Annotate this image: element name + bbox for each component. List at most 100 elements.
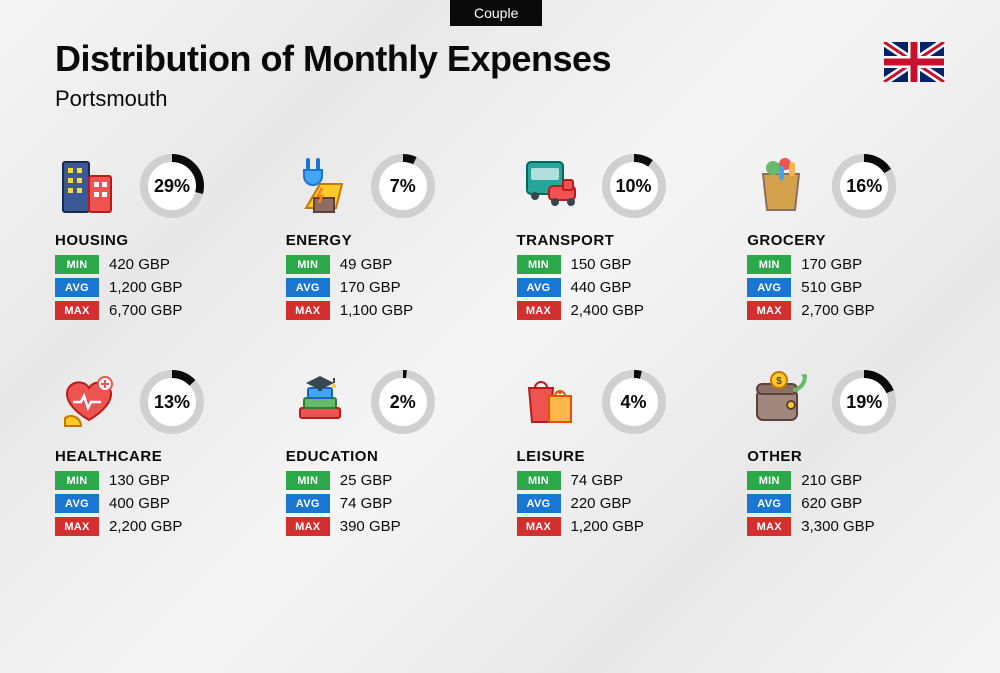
max-badge: MAX	[55, 301, 99, 320]
education-max-row: MAX 390 GBP	[286, 517, 499, 536]
avg-badge: AVG	[747, 278, 791, 297]
transport-min-row: MIN 150 GBP	[517, 255, 730, 274]
leisure-max-row: MAX 1,200 GBP	[517, 517, 730, 536]
other-label: OTHER	[747, 448, 960, 465]
transport-percent-text: 10%	[601, 153, 667, 219]
expense-card-healthcare: 13% HEALTHCARE MIN 130 GBP AVG 400 GBP M…	[55, 366, 268, 540]
education-min-value: 25 GBP	[340, 472, 393, 489]
transport-max-value: 2,400 GBP	[571, 302, 644, 319]
other-icon: $	[747, 368, 815, 436]
housing-percent-text: 29%	[139, 153, 205, 219]
avg-badge: AVG	[747, 494, 791, 513]
education-icon	[286, 368, 354, 436]
transport-avg-value: 440 GBP	[571, 279, 632, 296]
transport-min-value: 150 GBP	[571, 256, 632, 273]
energy-icon	[286, 152, 354, 220]
tab-couple: Couple	[450, 0, 542, 26]
expense-card-energy: 7% ENERGY MIN 49 GBP AVG 170 GBP MAX 1,1…	[286, 150, 499, 324]
other-avg-value: 620 GBP	[801, 495, 862, 512]
avg-badge: AVG	[55, 494, 99, 513]
grocery-label: GROCERY	[747, 232, 960, 249]
other-max-row: MAX 3,300 GBP	[747, 517, 960, 536]
other-max-value: 3,300 GBP	[801, 518, 874, 535]
svg-text:$: $	[776, 376, 782, 387]
healthcare-max-value: 2,200 GBP	[109, 518, 182, 535]
avg-badge: AVG	[517, 494, 561, 513]
healthcare-percent-text: 13%	[139, 369, 205, 435]
min-badge: MIN	[286, 471, 330, 490]
leisure-avg-row: AVG 220 GBP	[517, 494, 730, 513]
min-badge: MIN	[55, 471, 99, 490]
grocery-percent-ring: 16%	[831, 153, 897, 219]
other-min-value: 210 GBP	[801, 472, 862, 489]
max-badge: MAX	[517, 301, 561, 320]
healthcare-percent-ring: 13%	[139, 369, 205, 435]
page-title: Distribution of Monthly Expenses	[55, 38, 945, 80]
uk-flag-icon	[883, 42, 945, 82]
min-badge: MIN	[517, 471, 561, 490]
energy-percent-ring: 7%	[370, 153, 436, 219]
leisure-icon	[517, 368, 585, 436]
housing-max-value: 6,700 GBP	[109, 302, 182, 319]
healthcare-avg-row: AVG 400 GBP	[55, 494, 268, 513]
energy-max-row: MAX 1,100 GBP	[286, 301, 499, 320]
education-percent-ring: 2%	[370, 369, 436, 435]
leisure-min-value: 74 GBP	[571, 472, 624, 489]
leisure-max-value: 1,200 GBP	[571, 518, 644, 535]
education-max-value: 390 GBP	[340, 518, 401, 535]
energy-max-value: 1,100 GBP	[340, 302, 413, 319]
expense-card-other: $ 19% OTHER MIN 210 GBP AVG 620 GBP	[747, 366, 960, 540]
expense-card-leisure: 4% LEISURE MIN 74 GBP AVG 220 GBP MAX 1,…	[517, 366, 730, 540]
education-avg-row: AVG 74 GBP	[286, 494, 499, 513]
energy-min-row: MIN 49 GBP	[286, 255, 499, 274]
healthcare-min-row: MIN 130 GBP	[55, 471, 268, 490]
other-percent-ring: 19%	[831, 369, 897, 435]
max-badge: MAX	[747, 517, 791, 536]
grocery-avg-value: 510 GBP	[801, 279, 862, 296]
leisure-percent-text: 4%	[601, 369, 667, 435]
grocery-min-row: MIN 170 GBP	[747, 255, 960, 274]
transport-max-row: MAX 2,400 GBP	[517, 301, 730, 320]
transport-icon	[517, 152, 585, 220]
grocery-min-value: 170 GBP	[801, 256, 862, 273]
energy-percent-text: 7%	[370, 153, 436, 219]
healthcare-label: HEALTHCARE	[55, 448, 268, 465]
max-badge: MAX	[747, 301, 791, 320]
min-badge: MIN	[55, 255, 99, 274]
energy-min-value: 49 GBP	[340, 256, 393, 273]
other-percent-text: 19%	[831, 369, 897, 435]
max-badge: MAX	[55, 517, 99, 536]
min-badge: MIN	[747, 471, 791, 490]
expense-grid: 29% HOUSING MIN 420 GBP AVG 1,200 GBP MA…	[55, 150, 960, 540]
leisure-avg-value: 220 GBP	[571, 495, 632, 512]
avg-badge: AVG	[55, 278, 99, 297]
housing-min-row: MIN 420 GBP	[55, 255, 268, 274]
max-badge: MAX	[517, 517, 561, 536]
grocery-max-row: MAX 2,700 GBP	[747, 301, 960, 320]
grocery-icon	[747, 152, 815, 220]
education-avg-value: 74 GBP	[340, 495, 393, 512]
min-badge: MIN	[747, 255, 791, 274]
grocery-percent-text: 16%	[831, 153, 897, 219]
housing-avg-value: 1,200 GBP	[109, 279, 182, 296]
expense-card-grocery: 16% GROCERY MIN 170 GBP AVG 510 GBP MAX …	[747, 150, 960, 324]
housing-max-row: MAX 6,700 GBP	[55, 301, 268, 320]
other-min-row: MIN 210 GBP	[747, 471, 960, 490]
healthcare-min-value: 130 GBP	[109, 472, 170, 489]
leisure-percent-ring: 4%	[601, 369, 667, 435]
housing-min-value: 420 GBP	[109, 256, 170, 273]
page-subtitle: Portsmouth	[55, 86, 945, 112]
min-badge: MIN	[286, 255, 330, 274]
healthcare-max-row: MAX 2,200 GBP	[55, 517, 268, 536]
education-min-row: MIN 25 GBP	[286, 471, 499, 490]
max-badge: MAX	[286, 517, 330, 536]
transport-percent-ring: 10%	[601, 153, 667, 219]
grocery-max-value: 2,700 GBP	[801, 302, 874, 319]
energy-avg-row: AVG 170 GBP	[286, 278, 499, 297]
header: Distribution of Monthly Expenses Portsmo…	[55, 38, 945, 112]
grocery-avg-row: AVG 510 GBP	[747, 278, 960, 297]
avg-badge: AVG	[517, 278, 561, 297]
energy-label: ENERGY	[286, 232, 499, 249]
transport-label: TRANSPORT	[517, 232, 730, 249]
healthcare-avg-value: 400 GBP	[109, 495, 170, 512]
